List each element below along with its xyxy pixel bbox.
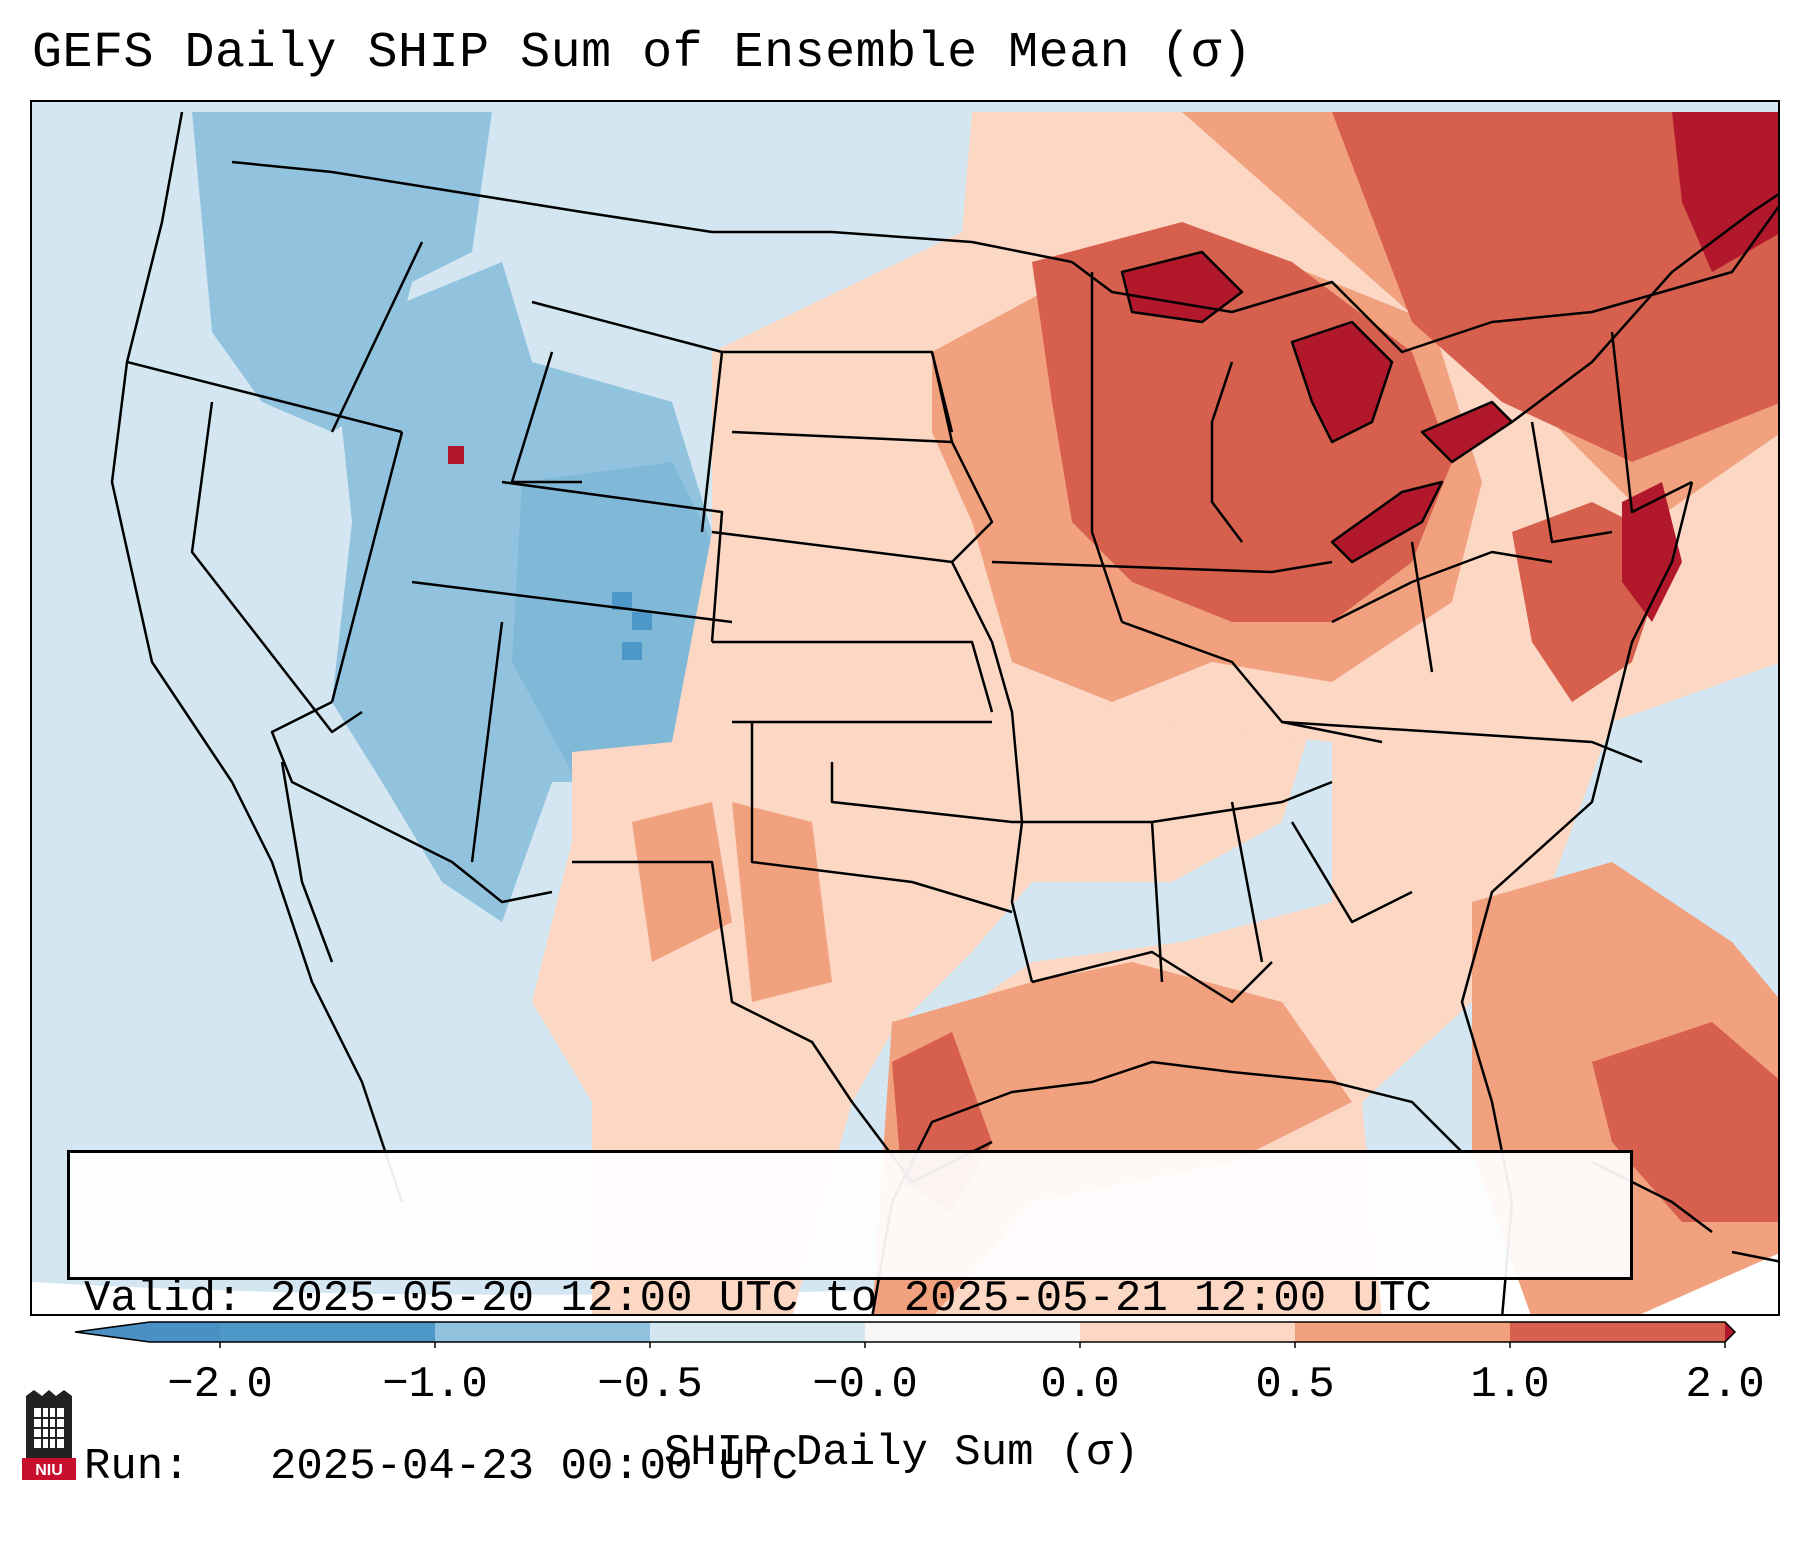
anomaly-region-colorado [512,462,722,772]
niu-logo: NIU [22,1390,76,1480]
choropleth-map [32,111,1778,1314]
colorbar-extend-high [1725,1322,1735,1342]
colorbar-tick-label: −0.5 [597,1360,703,1410]
anomaly-region-great-lakes [1032,222,1452,622]
colorbar-extend-low [75,1322,150,1342]
valid-label: Valid: [84,1274,243,1324]
colorbar-tick-label: 2.0 [1685,1360,1765,1410]
svg-text:NIU: NIU [35,1462,63,1479]
lake-erie-anomaly [1332,482,1442,562]
info-box: Valid: 2025-05-20 12:00 UTC to 2025-05-2… [67,1150,1633,1492]
anomaly-region-new-jersey [1622,482,1682,622]
anomaly-cell-utah [448,446,464,464]
run-label: Run: [84,1442,190,1492]
colorbar-tick-label: −0.0 [812,1360,918,1410]
colorbar-tick-label: 0.5 [1255,1360,1335,1410]
anomaly-cell [612,592,632,610]
colorbar-tick-label: −1.0 [382,1360,488,1410]
colorbar-outline [74,1321,1737,1343]
anomaly-region-gulf-st-lawrence [1672,112,1778,272]
colorbar [74,1321,1737,1348]
anomaly-region-texas [732,802,832,1002]
anomaly-region-pnw [192,112,492,432]
anomaly-region-quebec [1332,112,1778,462]
anomaly-cell [622,642,642,660]
run-line: Run: 2025-04-23 00:00 UTC [84,1439,1616,1495]
colorbar-bin [650,1322,865,1342]
colorbar-label: SHIP Daily Sum (σ) [663,1428,1140,1478]
colorbar-tick-label: 1.0 [1470,1360,1550,1410]
colorbar-tick-label: −2.0 [167,1360,273,1410]
valid-line: Valid: 2025-05-20 12:00 UTC to 2025-05-2… [84,1271,1616,1327]
map-panel [30,100,1780,1316]
map-title: GEFS Daily SHIP Sum of Ensemble Mean (σ) [32,25,1253,82]
anomaly-cell [632,612,652,630]
colorbar-bin [220,1322,435,1342]
colorbar-bin [865,1322,1080,1342]
colorbar-bin [1080,1322,1295,1342]
colorbar-bin [435,1322,650,1342]
run-value: 2025-04-23 00:00 UTC [270,1442,799,1492]
lake-superior-anomaly [1122,252,1242,322]
colorbar-bin [1295,1322,1510,1342]
valid-value: 2025-05-20 12:00 UTC to 2025-05-21 12:00… [270,1274,1432,1324]
anomaly-region-nm [632,802,732,962]
colorbar-tick-label: 0.0 [1040,1360,1120,1410]
anomaly-region-bahamas [1592,1022,1778,1222]
colorbar-bin [1510,1322,1725,1342]
colorbar-bin [150,1322,220,1342]
lake-ontario-anomaly [1422,402,1512,462]
